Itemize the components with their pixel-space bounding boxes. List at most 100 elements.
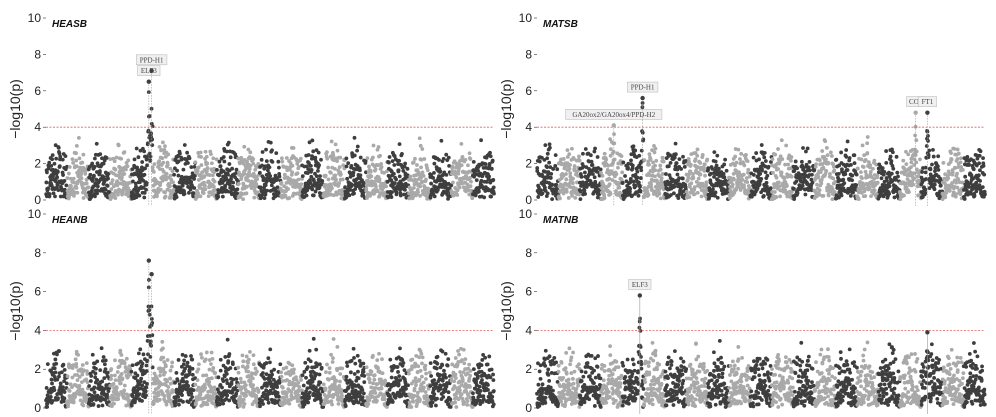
snp-point bbox=[901, 158, 906, 163]
snp-point bbox=[172, 172, 176, 177]
snp-point bbox=[195, 378, 200, 383]
snp-point bbox=[231, 180, 236, 185]
snp-point bbox=[176, 358, 181, 362]
snp-point bbox=[92, 156, 97, 161]
snp-point bbox=[236, 370, 241, 375]
snp-point bbox=[936, 154, 941, 159]
snp-point bbox=[779, 138, 784, 143]
snp-point bbox=[358, 155, 363, 160]
snp-point bbox=[99, 346, 104, 351]
snp-point bbox=[78, 165, 83, 170]
snp-point bbox=[658, 196, 663, 201]
snp-point bbox=[112, 401, 116, 406]
snp-point bbox=[490, 158, 495, 163]
snp-point bbox=[763, 159, 768, 163]
snp-point bbox=[142, 195, 147, 200]
snp-point bbox=[136, 155, 141, 160]
snp-point bbox=[182, 143, 187, 147]
snp-point bbox=[376, 145, 381, 149]
snp-point bbox=[763, 170, 768, 175]
snp-point bbox=[105, 183, 110, 188]
snp-point bbox=[116, 192, 120, 197]
snp-point bbox=[415, 163, 419, 167]
snp-point bbox=[848, 193, 853, 198]
snp-point bbox=[305, 171, 310, 175]
snp-point bbox=[706, 166, 711, 171]
snp-point bbox=[193, 160, 198, 165]
snp-point bbox=[95, 188, 100, 193]
snp-point bbox=[849, 162, 853, 167]
snp-point bbox=[190, 357, 195, 362]
snp-point bbox=[691, 176, 696, 181]
snp-point bbox=[583, 192, 587, 196]
snp-point bbox=[44, 386, 49, 390]
snp-point bbox=[545, 165, 549, 170]
snp-point bbox=[77, 383, 82, 388]
snp-point bbox=[978, 178, 982, 183]
snp-point bbox=[93, 371, 98, 376]
snp-point bbox=[326, 177, 331, 182]
snp-point bbox=[203, 357, 208, 362]
snp-point bbox=[202, 183, 207, 188]
snp-point bbox=[221, 155, 226, 159]
snp-point bbox=[190, 395, 195, 399]
snp-point bbox=[325, 156, 330, 161]
snp-point bbox=[602, 196, 607, 201]
snp-point bbox=[199, 155, 204, 159]
snp-point bbox=[223, 355, 228, 359]
snp-point bbox=[417, 136, 422, 141]
snp-point bbox=[144, 363, 149, 368]
snp-point bbox=[704, 180, 709, 185]
peak-point bbox=[640, 95, 645, 101]
snp-point bbox=[673, 141, 678, 146]
snp-point bbox=[216, 194, 221, 199]
snp-point bbox=[459, 141, 464, 146]
snp-point bbox=[262, 196, 267, 201]
snp-point bbox=[51, 191, 56, 196]
snp-point bbox=[351, 170, 356, 175]
snp-point bbox=[115, 183, 120, 188]
snp-point bbox=[699, 194, 704, 199]
snp-point bbox=[712, 150, 717, 155]
snp-point bbox=[687, 195, 692, 199]
snp-point bbox=[889, 171, 894, 176]
snp-point bbox=[204, 154, 209, 159]
snp-point bbox=[927, 148, 932, 153]
snp-point bbox=[776, 180, 781, 185]
snp-point bbox=[795, 166, 799, 171]
snp-point bbox=[431, 175, 435, 180]
snp-point bbox=[311, 193, 316, 198]
snp-point bbox=[373, 167, 378, 172]
snp-point bbox=[92, 385, 97, 390]
snp-point bbox=[909, 160, 914, 165]
snp-point bbox=[298, 186, 303, 190]
snp-point bbox=[181, 362, 186, 367]
y-tick-label: 0 bbox=[34, 401, 41, 415]
snp-point bbox=[52, 161, 57, 166]
snp-point bbox=[277, 174, 282, 179]
snp-point bbox=[949, 151, 953, 155]
snp-point bbox=[198, 392, 203, 397]
snp-point bbox=[207, 173, 212, 177]
snp-point bbox=[882, 170, 887, 174]
snp-point bbox=[946, 176, 951, 180]
snp-point bbox=[778, 194, 782, 199]
snp-point bbox=[887, 191, 892, 196]
snp-point bbox=[166, 385, 171, 389]
snp-point bbox=[124, 356, 129, 361]
snp-point bbox=[233, 152, 238, 157]
snp-point bbox=[223, 184, 227, 188]
snp-point bbox=[432, 194, 437, 199]
snp-point bbox=[955, 157, 960, 161]
snp-point bbox=[113, 196, 118, 201]
snp-point bbox=[492, 191, 496, 196]
snp-point bbox=[163, 144, 167, 149]
snp-point bbox=[157, 397, 162, 402]
snp-point bbox=[225, 393, 230, 398]
snp-point bbox=[344, 164, 349, 169]
snp-point bbox=[135, 373, 140, 378]
snp-point bbox=[688, 162, 693, 167]
snp-point bbox=[56, 145, 61, 150]
snp-point bbox=[913, 133, 917, 138]
snp-point bbox=[780, 157, 785, 161]
